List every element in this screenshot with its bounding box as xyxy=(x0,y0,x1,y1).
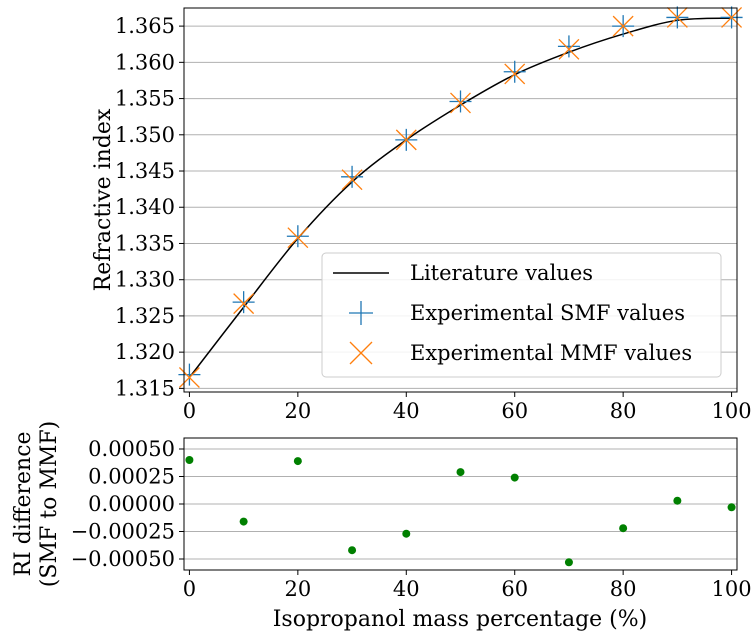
top-y-tick-label: 1.360 xyxy=(115,50,175,74)
legend-plus-marker xyxy=(349,301,373,325)
legend-frame xyxy=(321,252,722,378)
top-x-tick-label: 100 xyxy=(712,399,751,423)
mmf-point xyxy=(395,129,417,151)
top-y-ticks: 1.315 1.320 1.325 1.330 1.335 1.340 1.345 1.350… xyxy=(115,14,184,400)
top-y-tick-label: 1.325 xyxy=(115,304,175,328)
top-y-tick-label: 1.365 xyxy=(115,14,175,38)
legend-label-smf: Experimental SMF values xyxy=(410,301,685,325)
bottom-x-tick-label: 100 xyxy=(712,577,751,601)
top-x-tick-label: 80 xyxy=(610,399,637,423)
bottom-plot-area xyxy=(185,456,736,567)
legend-cross-marker xyxy=(349,341,373,365)
top-y-tick-label: 1.335 xyxy=(115,231,175,255)
top-y-tick-label: 1.340 xyxy=(115,195,175,219)
bottom-gridlines xyxy=(184,448,737,560)
top-axes-frame xyxy=(183,7,738,393)
top-y-tick-label: 1.315 xyxy=(115,376,175,400)
top-x-tick-label: 40 xyxy=(393,399,420,423)
ri-difference-point xyxy=(185,456,194,464)
bottom-y-tick-label: 0.00050 xyxy=(88,437,175,461)
ri-difference-point xyxy=(673,496,682,505)
smf-point xyxy=(286,225,309,248)
top-x-tick-label: 20 xyxy=(284,399,311,423)
literature-values-line xyxy=(188,17,732,378)
smf-point xyxy=(341,165,364,188)
bottom-x-tick-label: 0 xyxy=(183,577,196,601)
ri-difference-point xyxy=(402,529,411,538)
smf-point xyxy=(557,35,580,58)
mmf-point xyxy=(450,92,471,114)
mmf-point xyxy=(666,6,688,28)
top-y-tick-label: 1.320 xyxy=(115,340,175,364)
legend-label-literature: Literature values xyxy=(410,261,593,285)
top-x-tick-label: 0 xyxy=(183,399,196,423)
top-y-tick-label: 1.355 xyxy=(115,87,175,111)
ri-difference-point xyxy=(456,468,465,477)
smf-point xyxy=(178,363,201,386)
bottom-y-tick-label: −0.00025 xyxy=(71,520,175,544)
legend-label-mmf: Experimental MMF values xyxy=(410,341,692,365)
mmf-point xyxy=(504,63,526,85)
mmf-point xyxy=(558,38,580,60)
bottom-x-tick-label: 40 xyxy=(393,577,420,601)
ri-difference-point xyxy=(564,558,573,567)
smf-point xyxy=(503,60,526,83)
ri-difference-point xyxy=(510,473,519,482)
mmf-point xyxy=(287,227,309,249)
mmf-point xyxy=(341,169,363,191)
bottom-y-axis-label: RI difference(SMF to MMF) xyxy=(11,421,62,587)
mmf-point xyxy=(178,367,200,388)
ri-difference-point xyxy=(348,546,357,555)
bottom-x-tick-label: 80 xyxy=(610,577,637,601)
bottom-x-tick-label: 60 xyxy=(501,577,528,601)
bottom-x-axis-label: Isopropanol mass percentage (%) xyxy=(273,607,648,632)
bottom-x-ticks: 0 20 40 60 80 100 xyxy=(183,570,751,601)
smf-point xyxy=(232,291,255,314)
ri-difference-point xyxy=(239,517,248,526)
mmf-point xyxy=(721,6,743,28)
ri-difference-point xyxy=(727,503,736,512)
bottom-x-tick-label: 20 xyxy=(284,577,311,601)
bottom-y-tick-label: 0.00000 xyxy=(88,492,175,516)
smf-point xyxy=(449,90,472,113)
top-plot-area xyxy=(178,6,743,388)
top-y-tick-label: 1.350 xyxy=(115,123,175,147)
ri-difference-point xyxy=(293,457,302,466)
mmf-point xyxy=(233,293,255,315)
top-x-tick-label: 60 xyxy=(501,399,528,423)
bottom-y-tick-label: 0.00025 xyxy=(88,465,175,489)
top-y-tick-label: 1.345 xyxy=(115,159,175,183)
mmf-point xyxy=(612,15,634,37)
bottom-y-ticks: −0.00050 −0.00025 0.00000 0.00025 0.00050 xyxy=(71,437,184,571)
legend: Literature values Experimental SMF value… xyxy=(321,252,722,378)
top-y-tick-label: 1.330 xyxy=(115,268,175,292)
ri-difference-point xyxy=(619,524,628,533)
top-y-axis-label: Refractive index xyxy=(91,108,116,291)
top-x-ticks: 0 20 40 60 80 100 xyxy=(183,392,751,423)
bottom-y-tick-label: −0.00050 xyxy=(71,547,175,571)
